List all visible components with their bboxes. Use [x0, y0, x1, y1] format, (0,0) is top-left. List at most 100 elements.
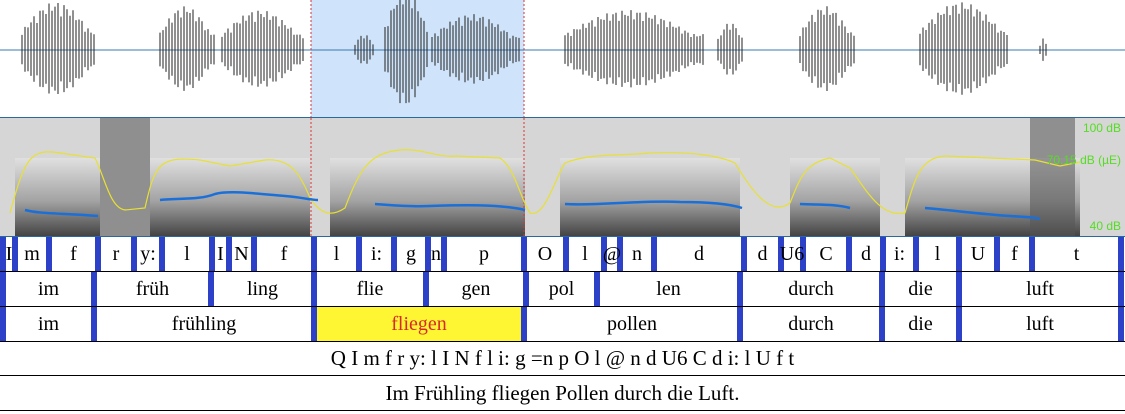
- boundary-marker[interactable]: [441, 237, 447, 271]
- boundary-marker[interactable]: [594, 272, 600, 306]
- boundary-marker[interactable]: [521, 307, 527, 341]
- boundary-marker[interactable]: [994, 237, 1000, 271]
- boundary-marker[interactable]: [737, 307, 743, 341]
- boundary-marker[interactable]: [91, 307, 97, 341]
- boundary-marker[interactable]: [356, 237, 362, 271]
- phone-segment[interactable]: C: [819, 242, 833, 265]
- word-segment[interactable]: durch: [788, 312, 834, 335]
- word-segment[interactable]: im: [37, 312, 60, 335]
- boundary-marker[interactable]: [1118, 307, 1124, 341]
- syllable-tier[interactable]: im früh ling flie gen pol len durch die luft: [0, 272, 1125, 307]
- boundary-marker[interactable]: [311, 307, 317, 341]
- phone-segment[interactable]: I: [5, 242, 13, 265]
- phone-segment[interactable]: n: [431, 242, 441, 265]
- phone-segment[interactable]: N: [234, 242, 249, 265]
- syllable-segment[interactable]: ling: [246, 277, 279, 300]
- phone-segment[interactable]: U: [970, 242, 986, 265]
- phone-segment[interactable]: l: [333, 242, 340, 265]
- boundary-marker[interactable]: [956, 272, 962, 306]
- boundary-marker[interactable]: [0, 307, 6, 341]
- syllable-segment[interactable]: flie: [356, 277, 384, 300]
- phone-segment[interactable]: I: [217, 242, 224, 265]
- boundary-marker[interactable]: [95, 237, 101, 271]
- phone-segment[interactable]: p: [479, 242, 489, 265]
- boundary-marker[interactable]: [800, 237, 806, 271]
- sentence-tier[interactable]: Im Frühling fliegen Pollen durch die Luf…: [0, 376, 1125, 411]
- boundary-marker[interactable]: [521, 237, 527, 271]
- syllable-segment[interactable]: durch: [788, 277, 834, 300]
- phone-segment[interactable]: t: [1073, 242, 1080, 265]
- syllable-segment[interactable]: früh: [135, 277, 170, 300]
- syllable-segment[interactable]: len: [656, 277, 681, 300]
- phone-segment[interactable]: d: [694, 242, 704, 265]
- boundary-marker[interactable]: [251, 237, 257, 271]
- boundary-marker[interactable]: [12, 237, 18, 271]
- boundary-marker[interactable]: [879, 272, 885, 306]
- boundary-marker[interactable]: [846, 237, 852, 271]
- boundary-marker[interactable]: [0, 272, 6, 306]
- phone-segment[interactable]: g: [406, 242, 416, 265]
- phone-segment[interactable]: U6: [779, 242, 805, 265]
- phone-segment[interactable]: i:: [893, 242, 906, 265]
- word-segment[interactable]: luft: [1026, 312, 1054, 335]
- boundary-marker[interactable]: [1118, 237, 1124, 271]
- boundary-marker[interactable]: [391, 237, 397, 271]
- boundary-marker[interactable]: [311, 237, 317, 271]
- phone-segment[interactable]: d: [757, 242, 768, 265]
- phone-segment[interactable]: l: [582, 242, 588, 265]
- boundary-marker[interactable]: [523, 272, 529, 306]
- phone-segment[interactable]: i:: [370, 242, 383, 265]
- phone-segment[interactable]: @: [602, 242, 622, 265]
- word-segment[interactable]: frühling: [171, 312, 237, 335]
- phone-segment[interactable]: y:: [140, 242, 156, 265]
- spectrogram-plot[interactable]: [0, 118, 1125, 236]
- boundary-marker[interactable]: [651, 237, 657, 271]
- boundary-marker[interactable]: [226, 237, 232, 271]
- boundary-marker[interactable]: [0, 237, 6, 271]
- boundary-marker[interactable]: [311, 272, 317, 306]
- boundary-marker[interactable]: [423, 272, 429, 306]
- word-segment[interactable]: pollen: [607, 312, 657, 335]
- phone-segment[interactable]: l: [934, 242, 941, 265]
- phone-segment[interactable]: d: [861, 242, 871, 265]
- boundary-marker[interactable]: [91, 272, 97, 306]
- phone-segment[interactable]: f: [280, 242, 288, 265]
- boundary-marker[interactable]: [956, 307, 962, 341]
- boundary-marker[interactable]: [741, 237, 747, 271]
- boundary-marker[interactable]: [956, 237, 962, 271]
- spectrogram-panel[interactable]: 100 dB 70.15 dB (µE) 40 dB: [0, 118, 1125, 237]
- phone-segment[interactable]: O: [537, 242, 553, 265]
- syllable-segment[interactable]: im: [37, 277, 60, 300]
- word-tier[interactable]: im frühling fliegen pollen durch die luft: [0, 307, 1125, 342]
- phone-segment[interactable]: r: [112, 242, 120, 265]
- phone-segment[interactable]: l: [184, 242, 190, 265]
- phone-segment[interactable]: f: [1011, 242, 1018, 265]
- boundary-marker[interactable]: [601, 237, 607, 271]
- waveform-plot[interactable]: [0, 0, 1125, 117]
- boundary-marker[interactable]: [880, 237, 886, 271]
- syllable-segment[interactable]: pol: [548, 277, 575, 300]
- syllable-segment[interactable]: luft: [1026, 277, 1054, 300]
- boundary-marker[interactable]: [159, 237, 165, 271]
- boundary-marker[interactable]: [913, 237, 919, 271]
- waveform-panel[interactable]: [0, 0, 1125, 118]
- phone-segment[interactable]: n: [632, 242, 642, 265]
- selected-word-segment[interactable]: fliegen: [317, 307, 521, 341]
- boundary-marker[interactable]: [1118, 272, 1124, 306]
- canonical-transcription-tier[interactable]: Q I m f r y: l I N f l i: g =n p O l @ n…: [0, 342, 1125, 376]
- boundary-marker[interactable]: [131, 237, 137, 271]
- boundary-marker[interactable]: [425, 237, 431, 271]
- syllable-segment[interactable]: gen: [461, 277, 491, 300]
- boundary-marker[interactable]: [563, 237, 569, 271]
- boundary-marker[interactable]: [737, 272, 743, 306]
- boundary-marker[interactable]: [209, 237, 215, 271]
- syllable-segment[interactable]: die: [908, 277, 933, 300]
- boundary-marker[interactable]: [1029, 237, 1035, 271]
- boundary-marker[interactable]: [208, 272, 214, 306]
- phone-segment[interactable]: m: [24, 242, 40, 265]
- boundary-marker[interactable]: [879, 307, 885, 341]
- boundary-marker[interactable]: [617, 237, 623, 271]
- phone-segment[interactable]: f: [70, 242, 77, 265]
- word-segment[interactable]: die: [908, 312, 933, 335]
